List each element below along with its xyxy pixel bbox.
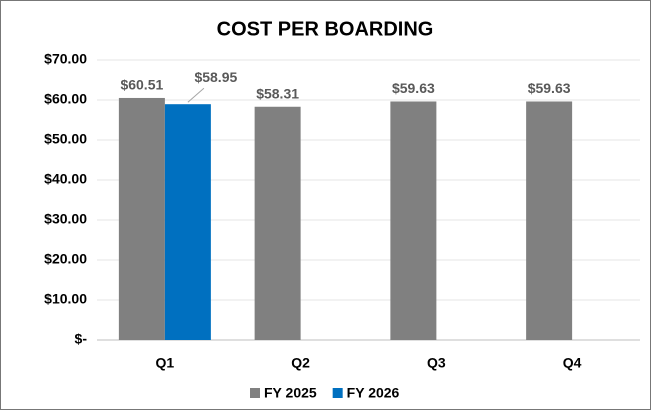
bar [390,101,437,340]
y-tick-label: $30.00 [44,211,87,227]
legend-label: FY 2025 [264,385,317,401]
y-tick-label: $60.00 [44,91,87,107]
y-tick-label: $20.00 [44,251,87,267]
x-tick-label: Q3 [427,355,446,371]
bar [254,106,301,340]
y-tick-label: $70.00 [44,51,87,67]
value-label: $58.31 [256,85,299,101]
chart-title: COST PER BOARDING [217,18,434,40]
bar [118,97,165,341]
y-tick-label: $10.00 [44,291,87,307]
x-tick-label: Q2 [291,355,310,371]
value-label: $58.95 [194,69,237,85]
y-tick-label: $40.00 [44,171,87,187]
x-tick-label: Q1 [156,355,175,371]
y-tick-label: $- [75,331,88,347]
x-tick-label: Q4 [563,355,582,371]
value-label: $60.51 [120,77,163,93]
value-label: $59.63 [528,80,571,96]
leader-line [187,87,205,103]
legend-swatch [250,388,260,398]
y-tick-label: $50.00 [44,131,87,147]
value-label: $59.63 [392,80,435,96]
bar [526,101,573,340]
bar [164,104,211,340]
legend-swatch [332,388,343,398]
legend-label: FY 2026 [347,385,400,401]
